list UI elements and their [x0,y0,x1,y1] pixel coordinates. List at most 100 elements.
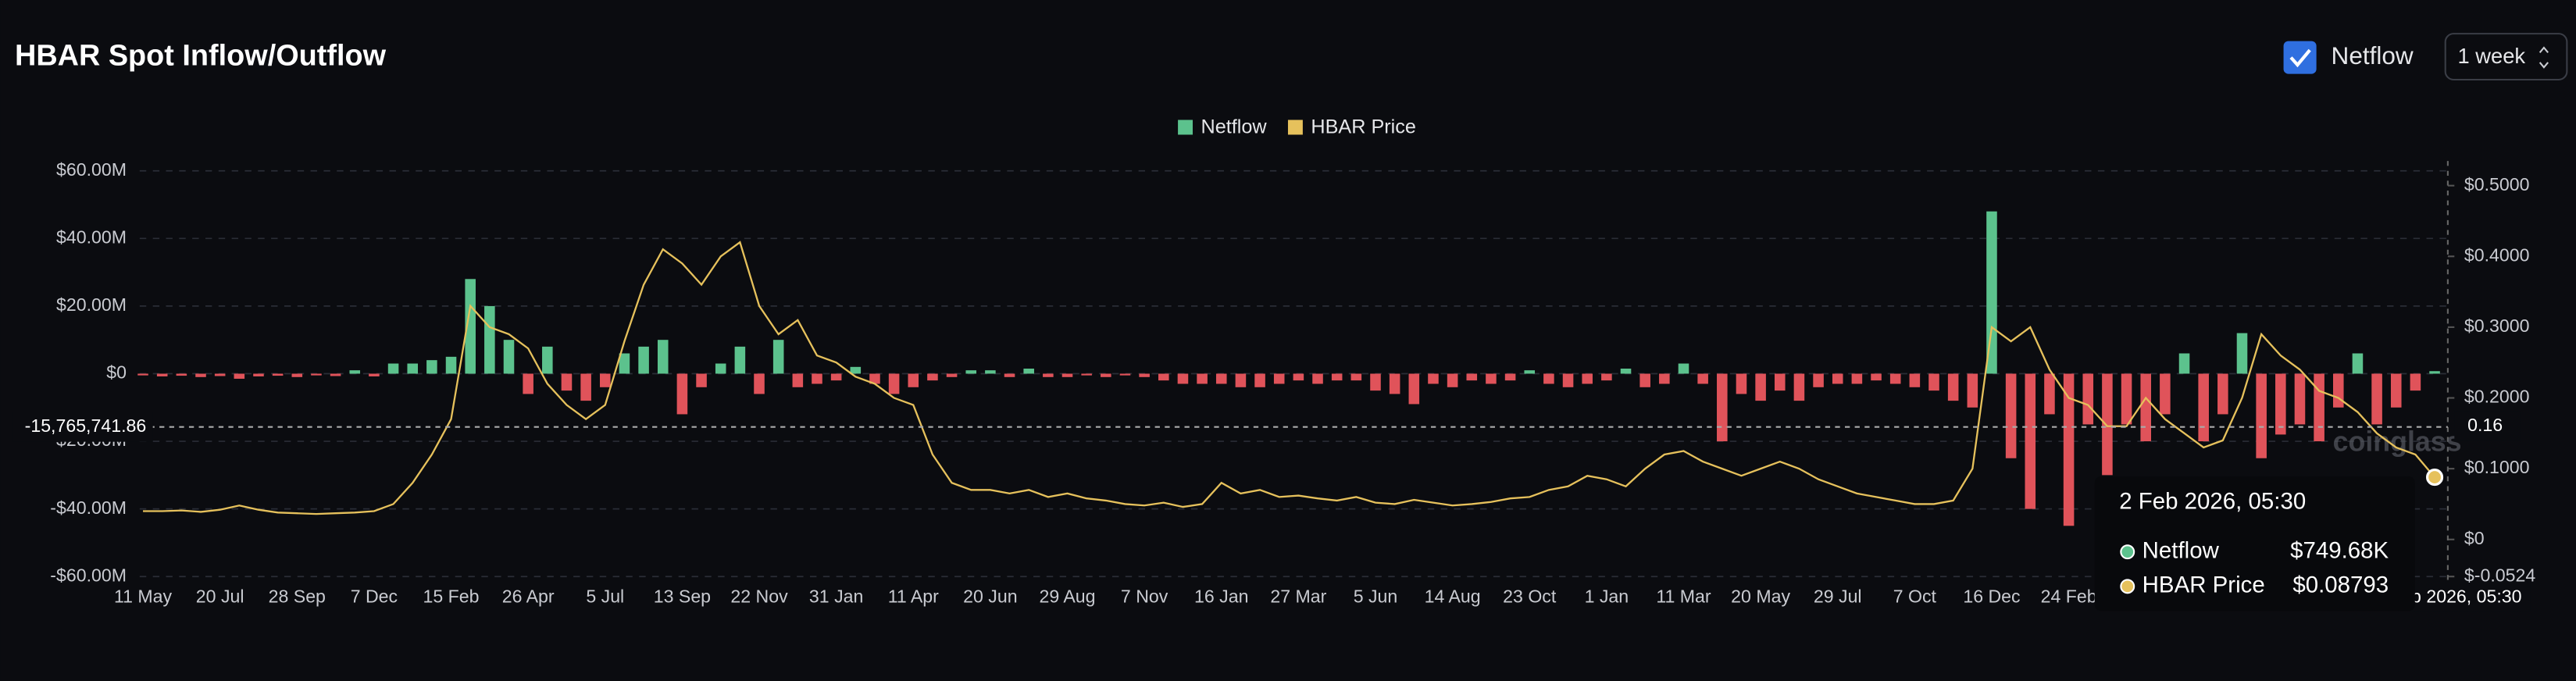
bar [2025,373,2036,509]
tooltip-title: 2 Feb 2026, 05:30 [2119,488,2306,514]
x-tick-label: 5 Jun [1354,587,1398,607]
bar [1524,370,1536,374]
bar [946,373,958,377]
bar [2217,373,2228,415]
x-tick-label: 26 Apr [502,587,555,607]
x-tick-label: 28 Sep [269,587,326,607]
bar [1967,373,1978,408]
bar [888,373,900,394]
bar [638,346,649,374]
bar [1043,373,1054,377]
bar [387,363,399,374]
bar [734,346,746,374]
y-tick-label: -$60.00M [50,565,127,585]
bar [2410,373,2421,391]
bar [137,373,148,376]
bar [234,373,245,379]
bar [1081,373,1092,376]
legend-label: HBAR Price [1311,116,1416,138]
bar [1486,373,1497,384]
bar [484,305,495,374]
bar [1408,373,1420,405]
netflow-checkbox[interactable] [2283,41,2317,74]
bar [291,373,303,377]
bar [754,373,765,394]
bar [2390,373,2402,408]
bar [1197,373,1208,384]
legend-swatch [1287,119,1303,135]
bar [792,373,804,387]
bar [2005,373,2017,458]
x-tick-label: 20 Jul [196,587,244,607]
bar [2082,373,2094,425]
select-arrows [2539,46,2549,69]
bar [1755,373,1766,401]
watermark: coinglass [2333,426,2462,457]
interval-select[interactable] [2444,33,2568,81]
bar [1101,373,1111,377]
bar [985,370,996,374]
y2-tick-label: $-0.0524 [2464,565,2535,585]
bar [2063,373,2075,526]
bar [1832,373,1843,384]
check-icon [2289,48,2311,68]
x-tick-label: 15 Feb [423,587,480,607]
bar [908,373,919,387]
bar [1273,373,1285,384]
y-tick-label: $60.00M [56,159,127,180]
bar [1312,373,1323,384]
bar [1736,373,1747,394]
hover-point [2426,469,2444,487]
bar [176,373,187,376]
bar [2256,373,2267,458]
x-tick-label: 7 Dec [351,587,398,607]
bar [2140,373,2152,442]
y2-tick-label: $0.1000 [2464,457,2530,477]
bar [445,356,457,374]
bar [1659,373,1670,384]
x-tick-label: 16 Dec [1963,587,2020,607]
bar [503,340,515,374]
bar [561,373,573,391]
bar [1889,373,1901,384]
bar [1389,373,1400,394]
x-tick-label: 11 May [114,587,173,607]
bar [1177,373,1189,384]
bar [1428,373,1439,384]
x-tick-label: 7 Nov [1121,587,1168,607]
y-tick-label: $40.00M [56,226,127,247]
y2-tick-label: $0.2000 [2464,387,2530,407]
bar [2121,373,2132,425]
bar [2275,373,2286,435]
x-tick-label: 31 Jan [809,587,863,607]
y2-tick-label: $0.4000 [2464,244,2530,265]
legend-swatch [1178,119,1193,135]
x-tick-label: 29 Jul [1814,587,1862,607]
bar [1601,373,1612,381]
x-tick-label: 23 Oct [1503,587,1557,607]
bar [1331,373,1343,381]
bar [1947,373,1959,401]
bar [676,373,688,415]
tooltip-value: $0.08793 [2292,572,2389,598]
interval-label[interactable]: 1 week [2458,44,2526,68]
bar [214,373,226,376]
bar [2429,371,2440,374]
bar [1697,373,1708,384]
y2-tick-label: $0.5000 [2464,174,2530,194]
bar [2236,333,2248,374]
bar [1986,211,1997,374]
x-tick-label: 16 Jan [1194,587,1248,607]
bar [1909,373,1921,387]
bar [657,340,669,374]
bar [869,373,880,384]
bar [1370,373,1381,391]
bar [272,373,284,376]
x-tick-label: 1 Jan [1585,587,1629,607]
bar [812,373,822,384]
toggle-label[interactable]: Netflow [2332,41,2414,70]
bar [1139,373,1150,377]
tooltip [2094,476,2415,611]
